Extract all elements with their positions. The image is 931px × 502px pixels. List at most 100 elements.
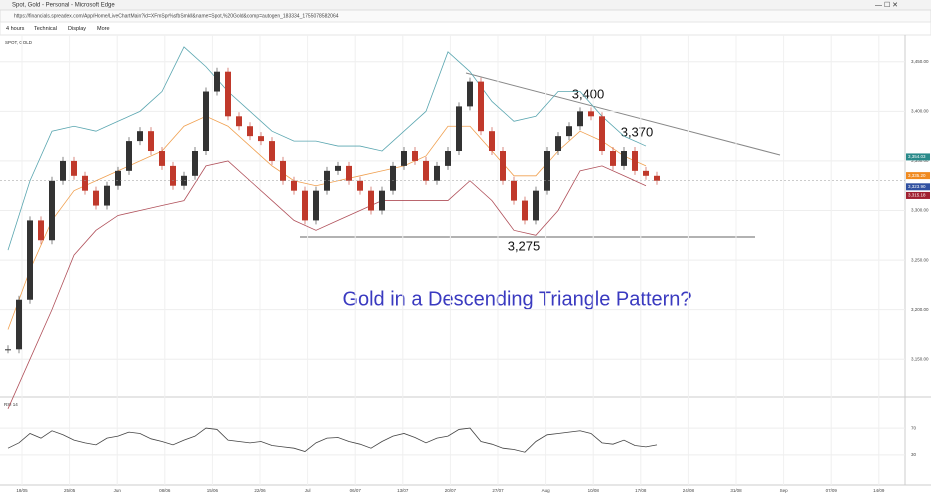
x-tick-label: Sep [780,488,789,493]
x-tick-label: 17/08 [635,488,647,493]
candle-body [148,131,154,152]
candle-body [390,165,396,191]
x-tick-label: 13/07 [397,488,409,493]
y-tick-label: 3,200.00 [911,307,929,312]
candle-body [291,180,297,191]
x-tick-label: Jun [114,488,122,493]
candle-body [643,170,649,176]
candle-body [610,151,616,166]
x-tick-label: 18/05 [16,488,28,493]
price-tag-label: 3,315.18 [908,193,926,198]
candle-body [82,175,88,191]
x-tick-label: 06/07 [350,488,362,493]
url[interactable]: https://financials.spreadex.com/App/Home… [14,13,339,19]
candle-body [654,175,660,181]
candle-body [467,81,473,107]
candle-body [225,71,231,117]
toolbar-button[interactable]: More [97,26,110,32]
trendline [465,72,781,156]
rsi-line [7,427,658,453]
y-tick-label: 3,350.00 [911,158,929,163]
plot: 3,450.00 3,400.00 3,350.00 3,300.00 3,250.00… [0,35,930,493]
x-tick-label: 31/08 [730,488,742,493]
x-tick-label: 15/06 [207,488,219,493]
x-tick-label: 24/08 [683,488,695,493]
price-tag [906,183,930,191]
rsi-label: RSI 14 [4,402,18,407]
candle-body [500,151,506,181]
candle-body [533,190,539,221]
x-tick-label: 08/06 [159,488,171,493]
candle-body [269,141,275,161]
candle-body [632,151,638,171]
x-tick-label: 22/06 [254,488,266,493]
candle-body [489,131,495,152]
window-title: Spot, Gold - Personal - Microsoft Edge [12,3,115,9]
x-tick-label: 27/07 [492,488,504,493]
x-tick-label: Aug [542,488,551,493]
rsi-tick-label: 30 [911,452,917,457]
candle-body [258,136,264,142]
candle-body [203,91,209,152]
x-tick-label: 07/09 [826,488,838,493]
bollinger-band [7,46,647,251]
headline: Gold in a Descending Triangle Pattern? [342,288,691,310]
y-tick-label: 3,150.00 [911,356,929,361]
candle-body [456,106,462,152]
candle-body [159,151,165,166]
x-tick-label: 25/05 [64,488,76,493]
candle-body [302,190,308,221]
x-tick-label: Jul [305,488,311,493]
x-tick-label: 14/09 [873,488,885,493]
candle-body [599,116,605,152]
candle-body [324,170,330,191]
x-tick-label: 20/07 [445,488,457,493]
price-tag [906,191,930,199]
window-controls[interactable]: — ☐ ✕ [875,1,898,9]
y-tick-label: 3,400.00 [911,109,929,114]
candle-body [71,160,77,176]
candle-body [236,116,242,127]
candle-body [511,180,517,201]
chart-title: SPOT, GOLD [5,40,33,45]
rsi-tick-label: 70 [911,425,917,430]
price-tag [906,153,930,161]
x-tick-label: 10/08 [588,488,600,493]
candle-body [49,180,55,241]
candle-body [126,141,132,171]
toolbar [0,21,931,36]
y-tick-label: 3,300.00 [911,208,929,213]
candle-body [401,151,407,166]
candle-body [357,180,363,191]
toolbar-button[interactable]: Display [68,26,86,32]
annotation: 3,275 [508,238,541,253]
candle-body [577,111,583,127]
candle-body [16,299,22,350]
annotation: 3,370 [621,124,654,139]
candle-body [544,151,550,191]
y-tick-label: 3,250.00 [911,257,929,262]
toolbar-button[interactable]: Technical [34,26,57,32]
candle-body [335,165,341,171]
candle-body [5,349,11,351]
bollinger-band [7,160,647,409]
candle-body [247,126,253,137]
candle-body [280,160,286,181]
toolbar-button[interactable]: 4 hours [6,26,25,32]
y-tick-label: 3,450.00 [911,59,929,64]
price-tag-label: 3,354.03 [908,154,926,159]
candle-body [412,151,418,161]
candle-body [137,131,143,142]
candle-body [38,220,44,241]
price-tag-label: 3,323.90 [908,184,926,189]
candle-body [379,190,385,211]
candle-body [170,165,176,186]
annotation: 3,400 [572,86,605,101]
candle-body [555,136,561,152]
candle-body [93,190,99,206]
candle-body [621,151,627,166]
candle-body [27,220,33,300]
candle-body [313,190,319,221]
price-tag [906,172,930,180]
